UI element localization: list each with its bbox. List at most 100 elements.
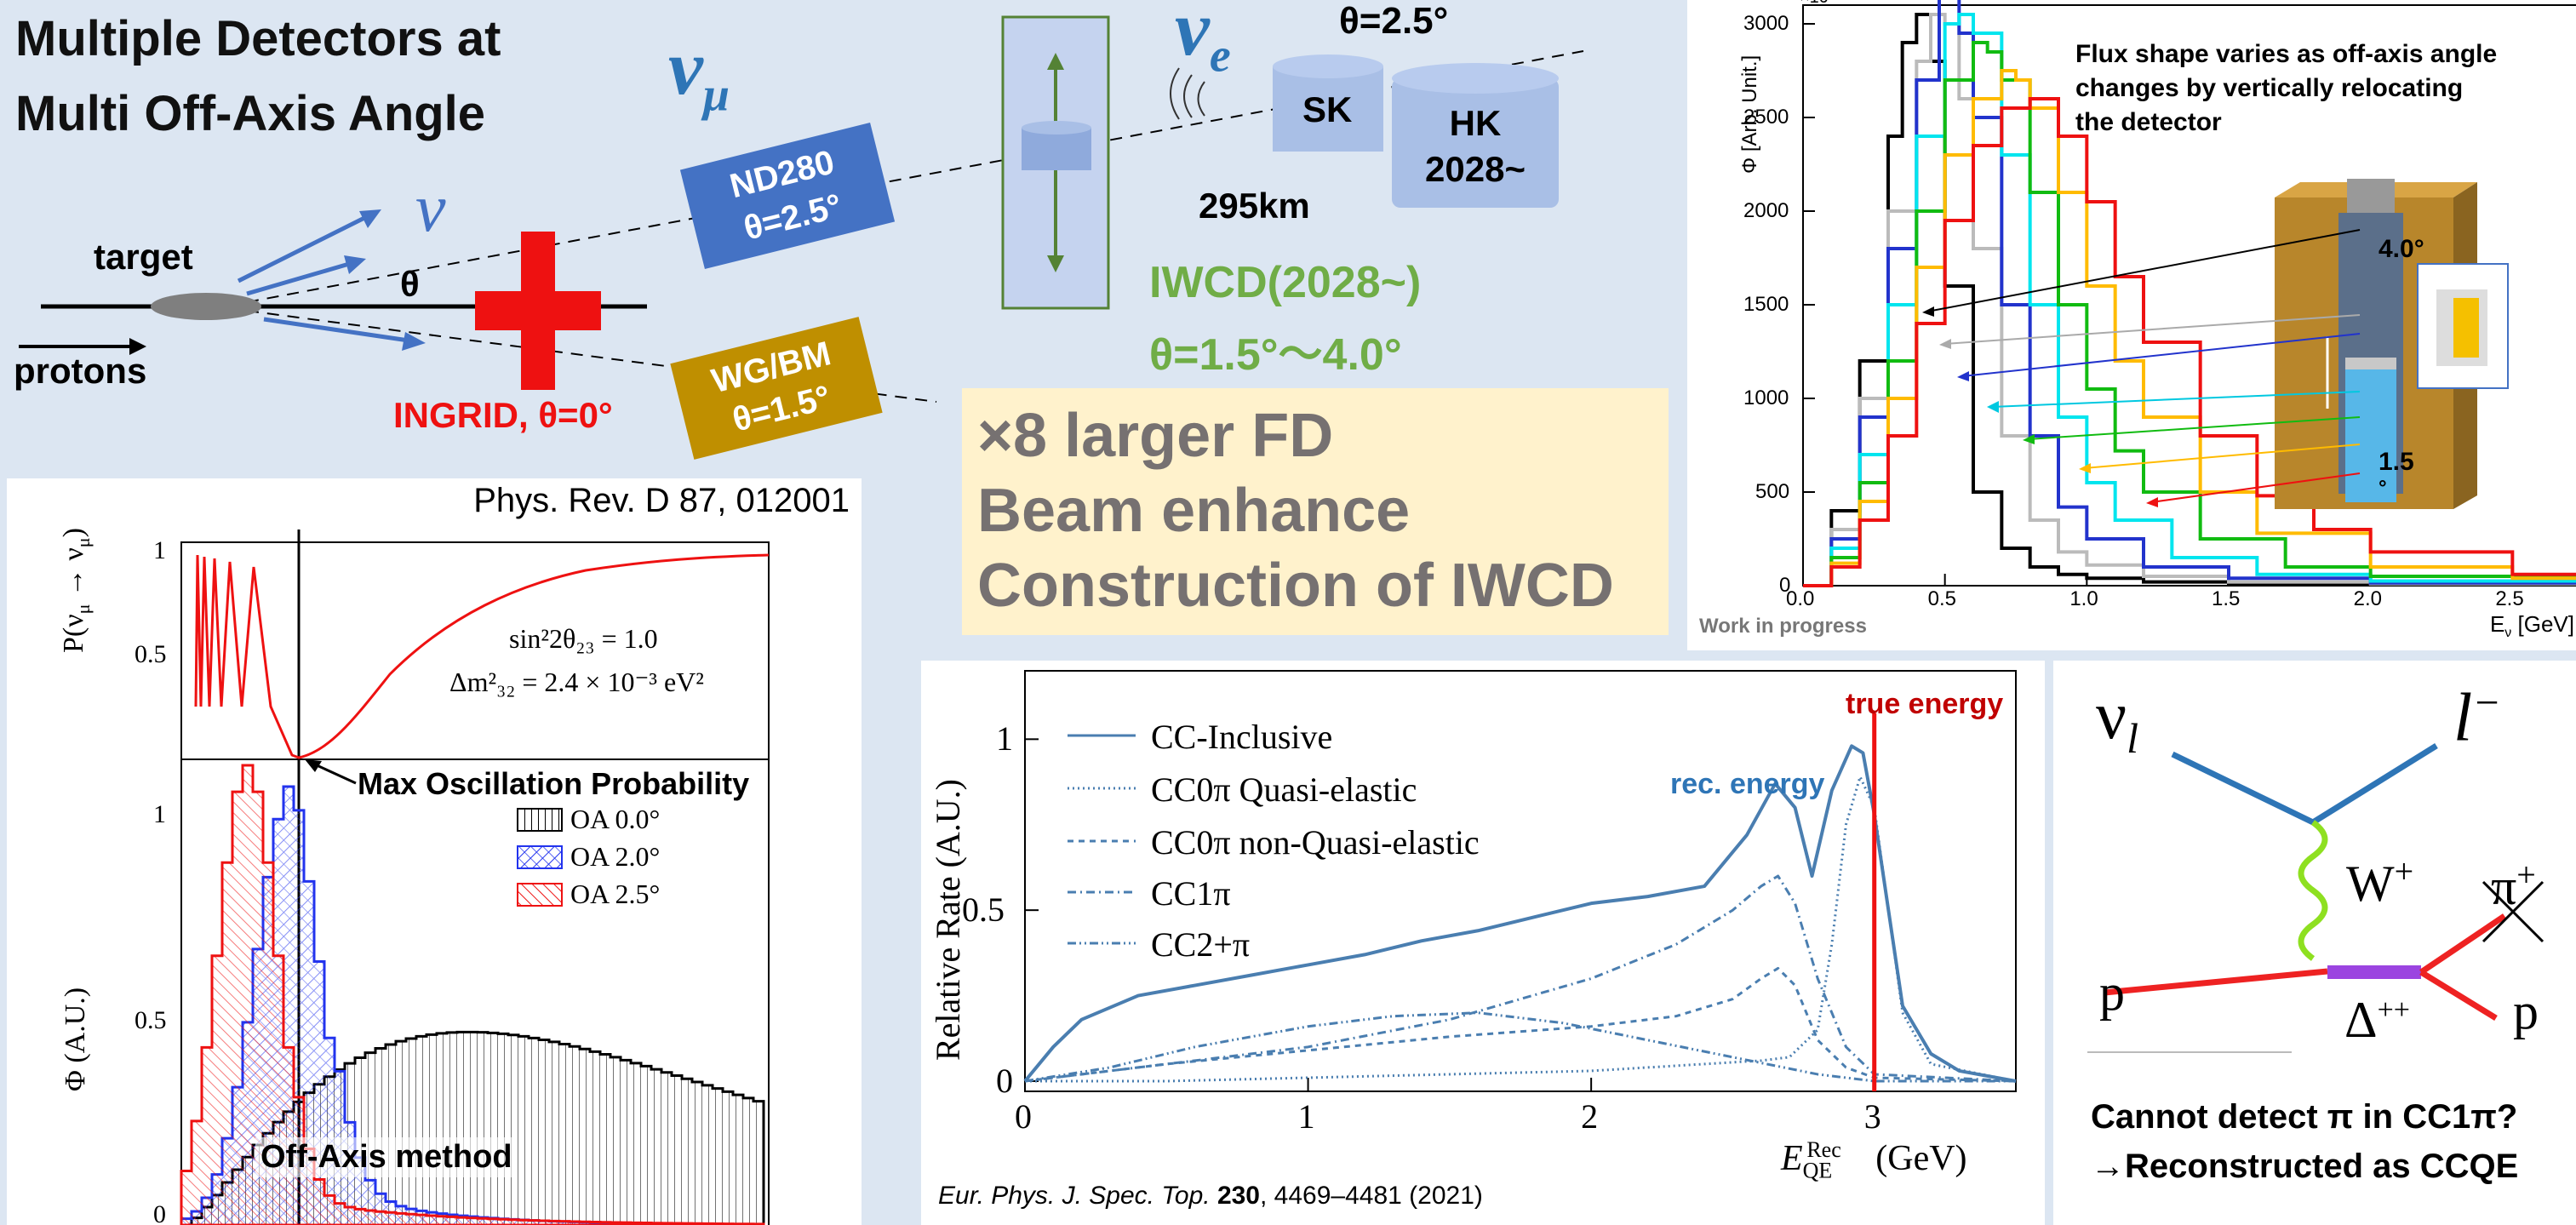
sk-label: SK — [1302, 89, 1353, 129]
rate-ytick-label: 0.5 — [962, 890, 1005, 930]
ingrid-label: INGRID, θ=0° — [393, 395, 613, 435]
rate-xtick-label: 2 — [1581, 1097, 1599, 1136]
osc-top-ylabel: P(νμ → νμ) — [58, 528, 94, 653]
protons-label: protons — [14, 351, 147, 391]
flux-watermark: Work in progress — [1699, 615, 1867, 638]
nu-e-label: νe — [1175, 0, 1231, 83]
flux-angle-top: 4.0° — [2379, 235, 2424, 263]
feynman-panel: νl l− W+ π+ p p Δ++ Cannot detect π in C… — [2053, 661, 2576, 1225]
osc-hist-oa25 — [180, 764, 765, 1225]
osc-bottom-tick-1: 1 — [153, 800, 166, 828]
flux-ytick-label: 3000 — [1743, 12, 1789, 35]
feyn-caption-line2: →Reconstructed as CCQE — [2091, 1148, 2519, 1185]
rate-xtick-label: 1 — [1297, 1097, 1315, 1136]
distance-label: 295km — [1199, 186, 1310, 226]
osc-formula-mass: Δm²₃₂ = 2.4 × 10⁻³ eV² — [449, 667, 704, 697]
rate-ytick-label: 0 — [996, 1062, 1013, 1100]
flux-ytick-label: 1500 — [1743, 293, 1789, 316]
flux-ytick-label: 2500 — [1743, 106, 1789, 129]
feyn-neutrino: νl — [2096, 678, 2139, 762]
flux-y-exponent: ×10 — [1800, 0, 1829, 8]
flux-ytick-label: 1000 — [1743, 386, 1789, 409]
flux-ytick-label: 2000 — [1743, 199, 1789, 222]
feyn-w-boson: W+ — [2346, 852, 2414, 912]
flux-xtick-label: 2.5 — [2495, 587, 2524, 610]
rate-plot — [1023, 670, 2017, 1092]
oscillation-panel: Phys. Rev. D 87, 012001 — [7, 478, 862, 1225]
flux-xtick-label: 0.0 — [1786, 587, 1815, 610]
feynman-diagram — [2087, 743, 2545, 1053]
flux-angle-bottom: 1.5 — [2379, 448, 2414, 476]
flux-angle-bottom-degree: ° — [2379, 477, 2387, 500]
flux-note-line2: changes by vertically relocating — [2075, 74, 2464, 102]
callout-iwcd: Construction of IWCD — [977, 552, 1614, 620]
osc-legend-oa2: OA 2.0° — [570, 841, 661, 872]
feyn-caption-line1: Cannot detect π in CC1π? — [2091, 1098, 2518, 1136]
iwcd-label: IWCD(2028~) — [1149, 258, 1422, 307]
flux-xtick-label: 0.5 — [1927, 587, 1957, 610]
rate-xtick-label: 3 — [1863, 1097, 1881, 1136]
osc-top-tick-05: 0.5 — [135, 640, 167, 668]
osc-legend-oa25: OA 2.5° — [570, 879, 661, 909]
osc-bottom-tick-05: 0.5 — [135, 1006, 167, 1034]
osc-top-tick-1: 1 — [153, 536, 166, 564]
slide-title-line2: Multi Off-Axis Angle — [15, 86, 486, 141]
rate-series-3 — [1024, 874, 2017, 1083]
flux-xtick-label: 2.0 — [2353, 587, 2383, 610]
hk-label: HK 2028~ — [1392, 100, 1559, 192]
feyn-proton-out: p — [2513, 983, 2539, 1039]
osc-bottom-tick-0: 0 — [153, 1200, 166, 1225]
rate-series-4 — [1024, 1011, 2016, 1083]
offaxis-method-label: Off-Axis method — [255, 1137, 518, 1177]
flux-note-line1: Flux shape varies as off-axis angle — [2075, 40, 2498, 68]
callout-beam: Beam enhance — [977, 477, 1411, 545]
callout-fd: ×8 larger FD — [977, 402, 1334, 470]
rate-panel: CC-Inclusive CC0π Quasi-elastic CC0π non… — [921, 661, 2045, 1225]
rate-legend-2pi: CC2+π — [1151, 925, 1251, 964]
beamline-diagram — [19, 15, 1584, 460]
osc-plots — [180, 529, 770, 1225]
flux-xtick-label: 1.0 — [2069, 587, 2098, 610]
feyn-pion: π+ — [2491, 856, 2536, 915]
flux-note-line3: the detector — [2075, 108, 2222, 136]
iwcd-angle-range: θ=1.5°～4.0° — [1149, 330, 1402, 380]
far-angle-label: θ=2.5° — [1339, 0, 1449, 42]
nu-label: ν — [415, 171, 446, 246]
osc-citation: Phys. Rev. D 87, 012001 — [473, 482, 850, 519]
flux-plot — [1802, 0, 2576, 587]
flux-series-6 — [1803, 97, 2576, 587]
rate-legend-nonqe: CC0π non-Quasi-elastic — [1151, 823, 1480, 862]
rate-legend-incl: CC-Inclusive — [1151, 718, 1333, 756]
rate-legend-1pi: CC1π — [1151, 874, 1231, 913]
flux-ytick-label: 500 — [1755, 480, 1790, 503]
flux-arrows — [1922, 229, 2361, 507]
rec-energy-label: rec. energy — [1670, 768, 1825, 800]
flux-xtick-label: 1.5 — [2212, 587, 2241, 610]
target-label: target — [94, 237, 193, 277]
slide-title-line1: Multiple Detectors at — [15, 11, 501, 66]
flux-panel: ×10 Φ [Arb. Unit.] Eν [GeV] Work in prog… — [1687, 0, 2576, 650]
osc-legend-oa0: OA 0.0° — [570, 804, 661, 834]
rate-legend-swatches — [1068, 734, 1136, 945]
rate-series-2 — [1024, 966, 2017, 1083]
rate-xtick-label: 0 — [1015, 1097, 1032, 1136]
rate-ytick-label: 1 — [996, 719, 1013, 758]
hk-year: 2028~ — [1425, 149, 1526, 189]
improvements-callout: ×8 larger FD Beam enhance Construction o… — [962, 388, 1669, 635]
rate-legend-qe: CC0π Quasi-elastic — [1151, 770, 1417, 809]
feyn-proton-in: p — [2099, 965, 2125, 1021]
nu-mu-label: νμ — [668, 24, 730, 122]
feyn-delta: Δ++ — [2344, 992, 2410, 1048]
iwcd-detector-drawing — [2275, 179, 2509, 509]
osc-legend-swatches — [517, 808, 563, 907]
max-osc-label: Max Oscillation Probability — [358, 766, 750, 801]
flux-ytick-label: 0 — [1779, 574, 1791, 597]
flux-note: Flux shape varies as off-axis angle chan… — [2075, 37, 2497, 140]
feyn-lepton: l− — [2453, 678, 2501, 756]
osc-bottom-ylabel: Φ (A.U.) — [60, 987, 91, 1091]
rate-citation: Eur. Phys. J. Spec. Top. 230, 4469–4481 … — [938, 1182, 1483, 1210]
hk-name: HK — [1449, 103, 1502, 143]
theta-label: θ — [400, 264, 420, 304]
osc-formula-mixing: sin²2θ₂₃ = 1.0 — [509, 623, 658, 654]
rate-xlabel: EQERec (GeV) — [1781, 1137, 1967, 1183]
